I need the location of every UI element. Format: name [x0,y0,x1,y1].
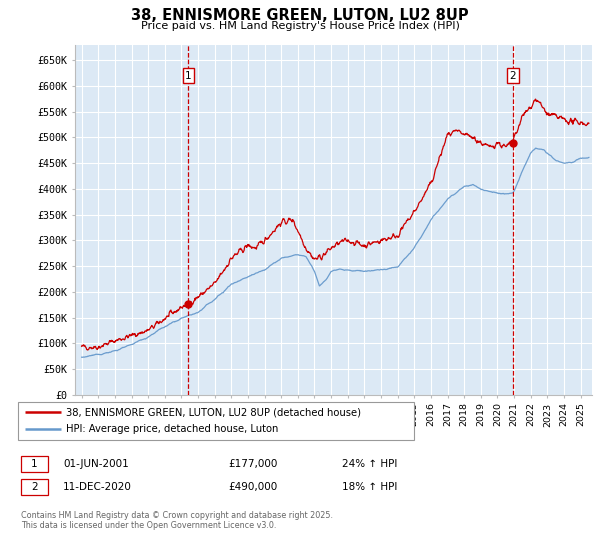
Text: Contains HM Land Registry data © Crown copyright and database right 2025.
This d: Contains HM Land Registry data © Crown c… [21,511,333,530]
Text: 2: 2 [31,482,38,492]
Text: 38, ENNISMORE GREEN, LUTON, LU2 8UP: 38, ENNISMORE GREEN, LUTON, LU2 8UP [131,8,469,24]
Text: 01-JUN-2001: 01-JUN-2001 [63,459,129,469]
Text: 1: 1 [185,71,192,81]
Text: HPI: Average price, detached house, Luton: HPI: Average price, detached house, Luto… [66,424,278,434]
Text: 24% ↑ HPI: 24% ↑ HPI [342,459,397,469]
Text: 11-DEC-2020: 11-DEC-2020 [63,482,132,492]
Text: Price paid vs. HM Land Registry's House Price Index (HPI): Price paid vs. HM Land Registry's House … [140,21,460,31]
Text: £177,000: £177,000 [228,459,277,469]
Text: 18% ↑ HPI: 18% ↑ HPI [342,482,397,492]
Text: 38, ENNISMORE GREEN, LUTON, LU2 8UP (detached house): 38, ENNISMORE GREEN, LUTON, LU2 8UP (det… [66,407,361,417]
Text: 2: 2 [509,71,516,81]
Text: 1: 1 [31,459,38,469]
Text: £490,000: £490,000 [228,482,277,492]
